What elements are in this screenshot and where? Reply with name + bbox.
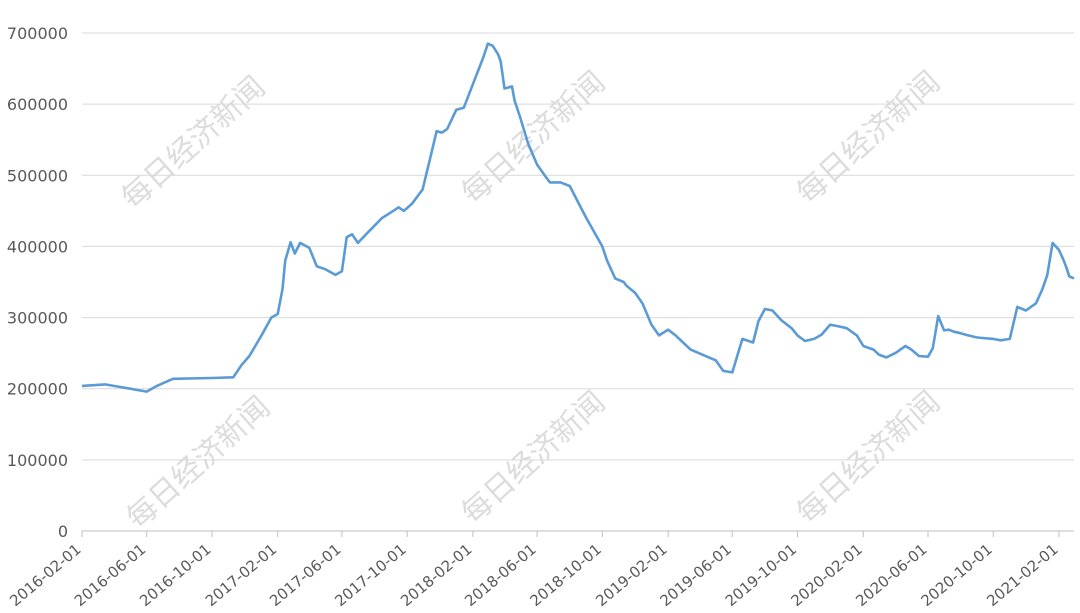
y-tick-label: 500000 [7, 166, 68, 185]
y-axis: 0 100000 200000 300000 400000 500000 600000 700… [7, 24, 68, 541]
watermark-text: 每日经济新闻 [790, 65, 947, 211]
y-tick-label: 200000 [7, 380, 68, 399]
gridlines [82, 32, 1074, 532]
y-tick-label: 0 [58, 522, 68, 541]
watermark-text: 每日经济新闻 [115, 70, 272, 216]
y-tick-label: 100000 [7, 451, 68, 470]
y-tick-label: 300000 [7, 309, 68, 328]
y-tick-label: 700000 [7, 24, 68, 43]
watermark-text: 每日经济新闻 [120, 390, 277, 536]
y-tick-label: 600000 [7, 95, 68, 114]
y-tick-label: 400000 [7, 237, 68, 256]
watermark-text: 每日经济新闻 [790, 385, 947, 531]
x-axis: 2016-02-012016-06-012016-10-012017-02-01… [6, 531, 1062, 610]
watermark-text: 每日经济新闻 [455, 65, 612, 211]
series-line [81, 42, 1075, 393]
watermark-text: 每日经济新闻 [455, 385, 612, 531]
series-layer [81, 42, 1075, 393]
x-tick-label: 2021-02-01 [983, 540, 1061, 609]
